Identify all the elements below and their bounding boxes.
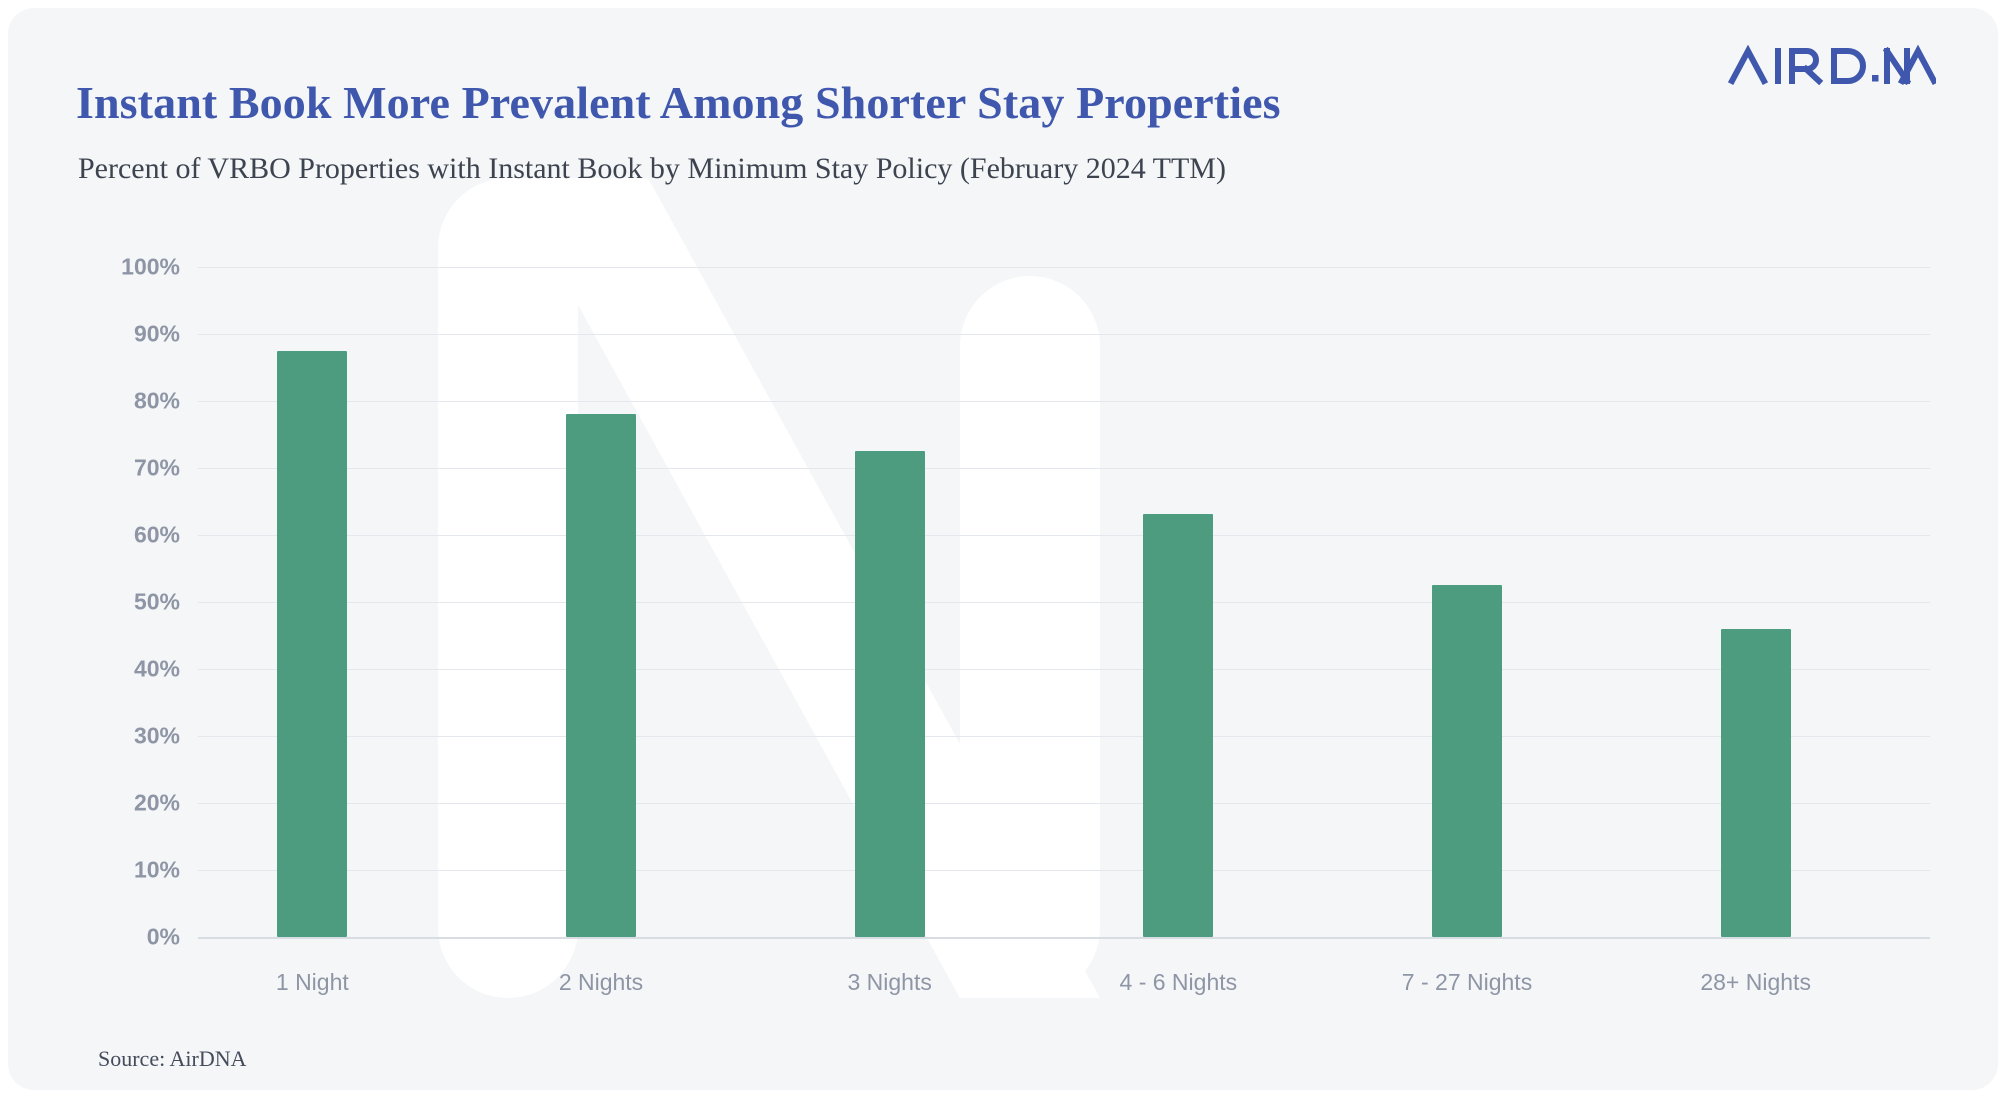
x-axis-tick-label: 3 Nights (847, 969, 932, 995)
gridline (198, 401, 1930, 402)
y-axis-tick-label: 90% (133, 320, 180, 347)
y-axis-tick-label: 50% (133, 588, 180, 615)
gridline (198, 334, 1930, 335)
gridline (198, 535, 1930, 536)
x-axis-tick-label: 7 - 27 Nights (1401, 969, 1533, 995)
chart-card: Instant Book More Prevalent Among Shorte… (8, 8, 1998, 1090)
x-axis-tick-label: 4 - 6 Nights (1119, 969, 1238, 995)
y-axis-tick-label: 40% (133, 655, 180, 682)
gridline (198, 468, 1930, 469)
y-axis-tick-label: 10% (133, 856, 180, 883)
gridline (198, 937, 1930, 939)
source-note: Source: AirDNA (98, 1046, 247, 1071)
bar[interactable] (1143, 513, 1214, 937)
y-axis-tick-label: 30% (133, 722, 180, 749)
gridline (198, 803, 1930, 804)
gridline (198, 669, 1930, 670)
bar[interactable] (1720, 628, 1791, 937)
y-axis-tick-label: 70% (133, 454, 180, 481)
gridline (198, 267, 1930, 268)
y-axis-tick-label: 0% (146, 923, 180, 950)
x-axis-tick-label: 2 Nights (558, 969, 644, 995)
gridline (198, 602, 1930, 603)
airdna-wordmark-icon (1728, 44, 1936, 86)
y-axis-tick-label: 20% (133, 789, 180, 816)
gridline (198, 870, 1930, 871)
bar[interactable] (277, 350, 348, 937)
bar[interactable] (1432, 585, 1502, 937)
x-axis-tick-label: 28+ Nights (1700, 969, 1811, 995)
gridline (198, 736, 1930, 737)
chart-subtitle: Percent of VRBO Properties with Instant … (78, 152, 1226, 185)
y-axis-tick-label: 100% (121, 253, 180, 280)
bar[interactable] (566, 414, 636, 937)
page-title: Instant Book More Prevalent Among Shorte… (76, 77, 1281, 128)
y-axis-tick-label: 80% (133, 387, 180, 414)
y-axis-tick-label: 60% (133, 521, 180, 548)
x-axis-tick-label: 1 Night (275, 969, 349, 995)
bar[interactable] (854, 451, 925, 937)
